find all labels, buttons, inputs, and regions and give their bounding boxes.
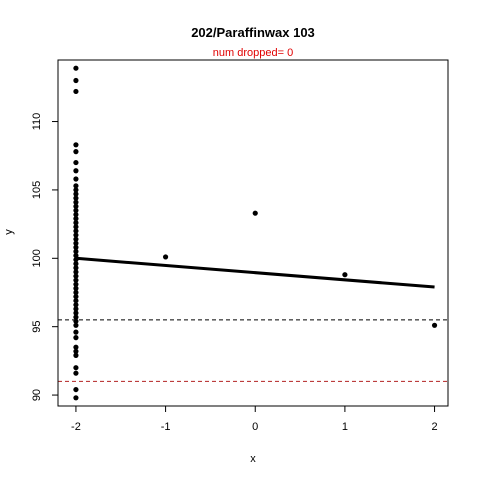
data-point — [73, 365, 79, 371]
data-point — [73, 314, 79, 320]
data-point — [342, 272, 348, 278]
data-point — [73, 228, 79, 234]
x-tick-label: -2 — [71, 421, 81, 433]
data-point — [73, 265, 79, 271]
data-point — [73, 269, 79, 275]
x-tick-label: -1 — [161, 421, 171, 433]
data-point — [162, 254, 169, 260]
data-point — [73, 281, 79, 287]
data-point — [73, 273, 79, 279]
data-point — [73, 306, 79, 312]
data-point — [73, 168, 79, 174]
data-point — [73, 335, 79, 341]
data-point — [73, 293, 79, 300]
x-axis: -2 -1 0 1 2 — [71, 405, 438, 433]
data-point — [73, 195, 79, 201]
y-axis-label: y — [3, 229, 15, 235]
data-point — [73, 310, 79, 316]
data-point — [73, 236, 79, 242]
data-point — [73, 240, 79, 246]
data-point — [73, 187, 79, 193]
data-point — [73, 252, 79, 259]
x-axis-label: x — [250, 453, 256, 465]
data-point — [431, 322, 438, 328]
data-point — [73, 199, 79, 205]
data-point — [73, 344, 79, 350]
data-point — [73, 65, 79, 71]
data-point — [73, 352, 79, 358]
data-point — [73, 318, 79, 324]
fit-line — [75, 256, 435, 289]
data-point — [73, 183, 79, 189]
chart-subtitle: num dropped= 0 — [213, 47, 293, 59]
data-point — [73, 191, 79, 197]
data-point — [73, 248, 79, 255]
data-point — [73, 159, 79, 166]
plot-frame — [57, 59, 449, 407]
data-point — [73, 302, 79, 308]
data-point — [73, 370, 79, 376]
data-point — [73, 261, 79, 267]
y-tick-label: 95 — [31, 321, 43, 333]
data-point — [73, 298, 79, 304]
data-point — [73, 285, 79, 291]
data-point — [73, 216, 79, 222]
data-point — [73, 322, 79, 328]
data-point — [73, 277, 79, 283]
y-tick-label: 100 — [31, 249, 43, 267]
data-point — [73, 203, 79, 209]
y-tick-label: 105 — [31, 181, 43, 199]
data-point — [73, 348, 79, 354]
data-point — [73, 149, 79, 155]
data-point — [73, 176, 79, 182]
reference-lines — [58, 319, 448, 382]
data-points — [73, 65, 438, 401]
data-point — [73, 395, 79, 401]
data-point — [252, 210, 258, 216]
data-point — [73, 220, 79, 226]
data-point — [73, 77, 79, 84]
x-tick-label: 0 — [252, 421, 258, 433]
data-point — [73, 289, 79, 296]
data-point — [73, 88, 79, 95]
data-point — [73, 329, 79, 335]
x-tick-label: 2 — [431, 421, 437, 433]
x-tick-label: 1 — [342, 421, 348, 433]
y-tick-label: 110 — [31, 113, 43, 131]
data-point — [73, 232, 79, 238]
chart-title: 202/Paraffinwax 103 — [191, 25, 315, 40]
data-point — [73, 211, 79, 218]
y-tick-label: 90 — [31, 389, 43, 401]
y-axis: 90 95 100 105 110 — [31, 113, 59, 401]
data-point — [73, 207, 79, 214]
data-point — [73, 142, 79, 148]
fit-line-group — [75, 256, 435, 289]
data-point — [73, 224, 79, 230]
data-point — [73, 244, 79, 250]
data-point — [73, 386, 79, 393]
